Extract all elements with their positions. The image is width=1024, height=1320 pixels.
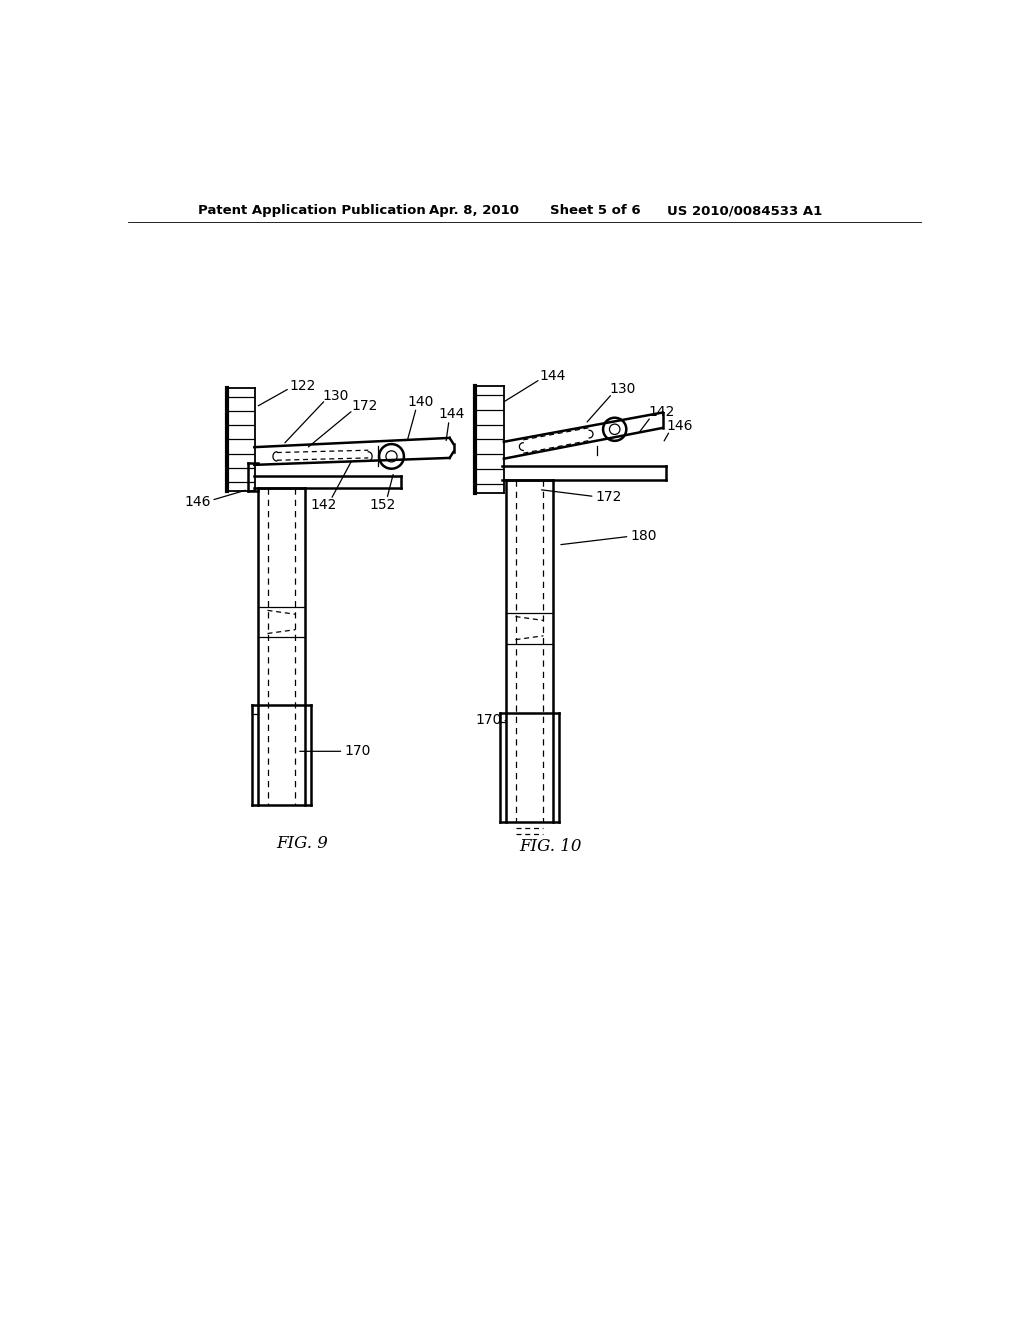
- Text: 146: 146: [184, 495, 211, 508]
- Text: 122: 122: [289, 379, 315, 392]
- Text: FIG. 10: FIG. 10: [519, 837, 582, 854]
- Text: 172: 172: [595, 490, 622, 504]
- Text: 180: 180: [630, 529, 656, 543]
- Text: 142: 142: [648, 405, 675, 420]
- Text: 170: 170: [344, 744, 371, 758]
- Text: US 2010/0084533 A1: US 2010/0084533 A1: [667, 205, 822, 218]
- Text: 172: 172: [351, 400, 378, 413]
- Text: 130: 130: [323, 388, 349, 403]
- Text: Apr. 8, 2010: Apr. 8, 2010: [429, 205, 519, 218]
- Text: 140: 140: [408, 395, 434, 409]
- Text: Sheet 5 of 6: Sheet 5 of 6: [550, 205, 641, 218]
- Text: 146: 146: [667, 420, 693, 433]
- Text: 142: 142: [310, 498, 337, 512]
- Text: FIG. 9: FIG. 9: [276, 836, 329, 853]
- Text: 152: 152: [369, 498, 395, 512]
- Text: 144: 144: [540, 370, 566, 383]
- Text: 130: 130: [609, 383, 636, 396]
- Text: 144: 144: [438, 407, 465, 421]
- Text: Patent Application Publication: Patent Application Publication: [198, 205, 426, 218]
- Text: 170: 170: [475, 714, 502, 727]
